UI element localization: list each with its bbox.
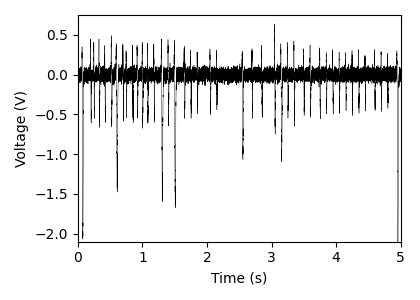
Y-axis label: Voltage (V): Voltage (V) — [15, 90, 29, 167]
X-axis label: Time (s): Time (s) — [211, 271, 268, 285]
